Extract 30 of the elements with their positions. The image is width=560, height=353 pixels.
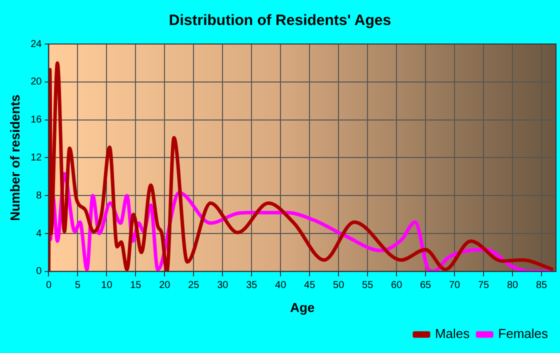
x-tick-label: 80 (506, 280, 519, 292)
x-tick-label: 0 (46, 280, 52, 292)
x-tick-label: 85 (536, 280, 548, 292)
x-axis-title: Age (290, 300, 315, 315)
x-tick-label: 5 (74, 280, 81, 292)
x-tick-label: 45 (304, 280, 316, 292)
x-tick-label: 15 (130, 280, 142, 292)
y-axis-title: Number of residents (7, 94, 22, 221)
x-tick-label: 40 (275, 280, 287, 292)
y-tick-label: 8 (36, 190, 42, 202)
x-tick-label: 75 (478, 280, 490, 292)
y-tick-label: 20 (30, 76, 42, 88)
x-tick-label: 50 (333, 280, 345, 292)
y-tick-label: 24 (30, 38, 42, 50)
x-tick-label: 35 (246, 280, 258, 292)
x-tick-label: 10 (101, 280, 113, 292)
y-tick-label: 4 (36, 228, 42, 240)
x-tick-label: 55 (362, 280, 374, 292)
x-tick-label: 20 (159, 280, 171, 292)
legend-label: Females (498, 326, 548, 342)
x-tick-label: 65 (420, 280, 432, 292)
chart-title: Distribution of Residents' Ages (168, 12, 392, 30)
x-tick-label: 30 (217, 280, 229, 292)
y-tick-label: 0 (36, 266, 42, 278)
x-tick-label: 60 (391, 280, 403, 292)
legend-label: Males (434, 326, 470, 342)
x-tick-label: 70 (448, 280, 461, 292)
y-tick-label: 16 (30, 114, 42, 126)
y-tick-label: 12 (30, 152, 42, 164)
x-tick-label: 25 (188, 280, 200, 292)
